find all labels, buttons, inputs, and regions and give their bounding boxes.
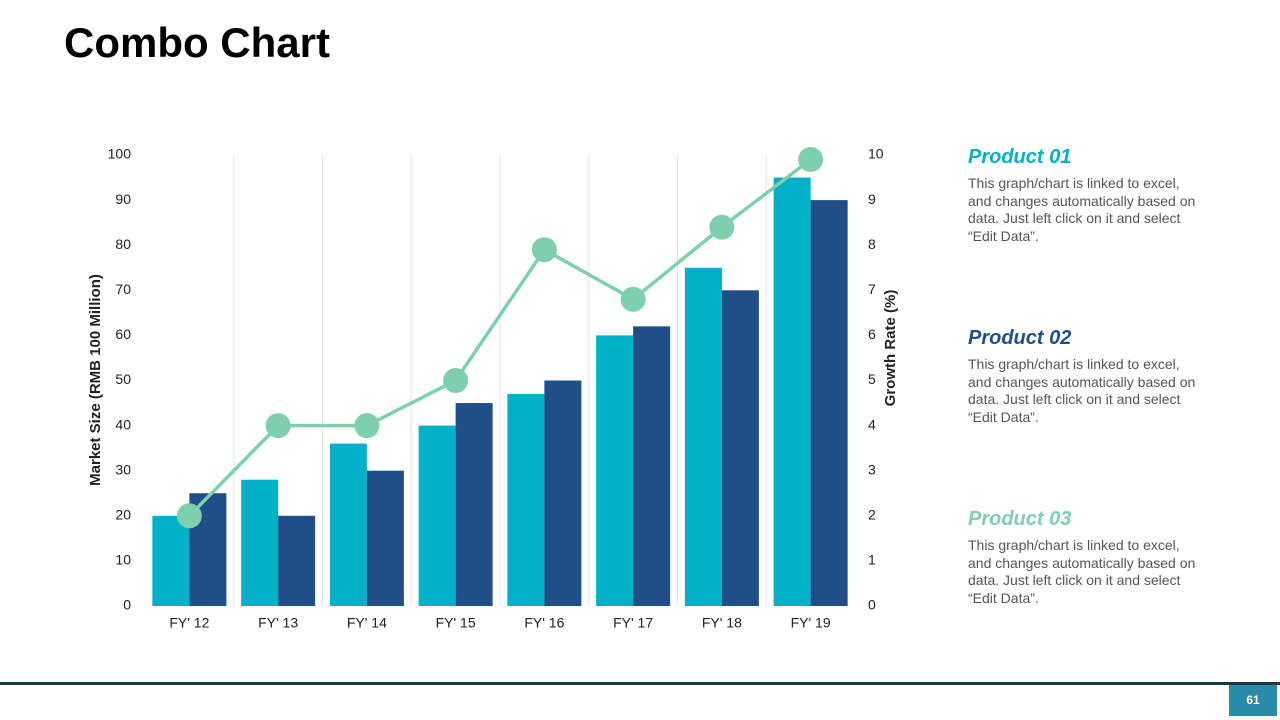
bar [278,515,316,606]
y2-tick-label: 6 [868,326,876,342]
bar [684,267,722,606]
chart-title: Combo Chart [64,19,330,66]
y-tick-label: 30 [115,461,131,477]
x-tick-label: FY' 17 [613,615,653,631]
y-tick-label: 40 [115,416,131,432]
note: Product 01 This graph/chart is linked to… [968,146,1196,245]
x-tick-label: FY' 16 [524,615,564,631]
x-tick-label: FY' 15 [436,615,476,631]
note-text: This graph/chart is linked to excel, and… [968,356,1196,425]
y2-axis-title: Growth Rate (%) [882,290,899,407]
bar [633,326,671,606]
point [176,503,202,529]
legend-entry: Product 03 [968,508,1072,530]
bar [152,515,190,606]
note-text: This graph/chart is linked to excel, and… [968,175,1196,244]
y2-tick-label: 5 [868,371,876,387]
point [798,147,824,173]
bar [366,470,404,606]
y2-tick-label: 10 [868,146,884,162]
y2-tick-label: 3 [868,461,876,477]
y-tick-label: 0 [123,597,131,613]
y-tick-label: 20 [115,507,131,523]
y-axis-title: Market Size (RMB 100 Million) [87,274,104,486]
bar [241,479,279,606]
x-tick-label: FY' 13 [258,615,298,631]
x-tick-label: FY' 18 [702,615,742,631]
point [265,413,291,439]
y-tick-label: 80 [115,236,131,252]
y-tick-label: 90 [115,191,131,207]
bar [721,290,759,606]
legend-entry: Product 02 [968,327,1072,349]
point [620,286,646,312]
note: Product 03 This graph/chart is linked to… [968,508,1196,607]
bar [544,380,582,606]
bar [455,403,493,606]
bar [596,335,634,606]
y2-tick-label: 1 [868,552,876,568]
page-number-box [1229,685,1277,716]
y2-tick-label: 9 [868,191,876,207]
y-tick-label: 60 [115,326,131,342]
bar [810,200,848,606]
x-tick-label: FY' 14 [347,615,387,631]
line [188,158,812,518]
y-tick-label: 100 [108,146,132,162]
y2-tick-label: 4 [868,416,876,432]
y-tick-label: 10 [115,552,131,568]
y2-tick-label: 0 [868,597,876,613]
bar [418,425,456,606]
y-tick-label: 70 [115,281,131,297]
note: Product 02 This graph/chart is linked to… [968,327,1196,426]
y2-tick-label: 8 [868,236,876,252]
point [531,237,557,263]
legend-entry: Product 01 [968,146,1072,168]
bar [507,394,545,606]
note-text: This graph/chart is linked to excel, and… [968,537,1196,606]
point [354,413,380,439]
bar [773,177,811,607]
point [709,214,735,240]
x-tick-label: FY' 19 [791,615,831,631]
y2-tick-label: 7 [868,281,876,297]
x-tick-label: FY' 12 [169,615,209,631]
y-tick-label: 50 [115,371,131,387]
page-number: 61 [1246,693,1260,707]
y2-tick-label: 2 [868,507,876,523]
bar [329,443,367,606]
point [443,368,469,393]
footer-line [0,682,1280,685]
